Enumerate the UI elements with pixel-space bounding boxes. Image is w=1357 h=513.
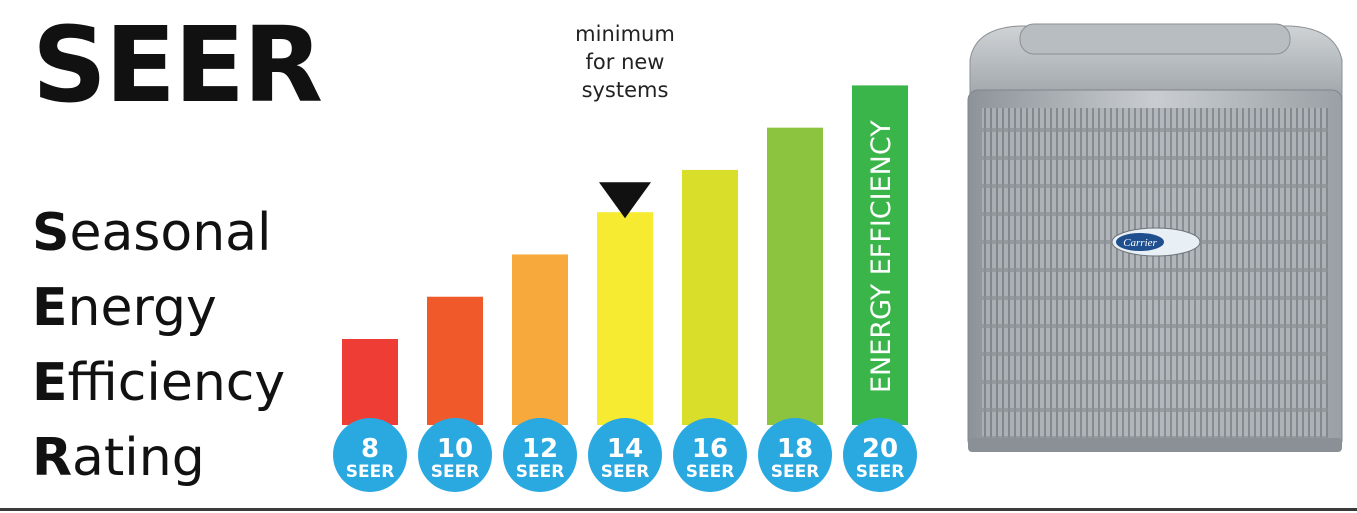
seer-badge-value: 12 [522, 434, 558, 464]
seer-badge-16 [673, 418, 747, 492]
seer-acronym: Seasonal Energy Efficiency Rating [32, 196, 285, 496]
seer-badge-20 [843, 418, 917, 492]
bar-20-seer [852, 85, 908, 426]
seer-badge-8 [333, 418, 407, 492]
seer-badge-value: 14 [607, 434, 643, 464]
acronym-row-rating: Rating [32, 421, 285, 496]
energy-efficiency-label: ENERGY EFFICIENCY [866, 120, 897, 393]
seer-badge-unit: SEER [431, 462, 480, 482]
bottom-rule [0, 508, 1357, 511]
seer-badge-18 [758, 418, 832, 492]
bar-12-seer [512, 254, 568, 425]
seer-badge-unit: SEER [856, 462, 905, 482]
air-conditioner-unit-image: Carrier [967, 23, 1343, 452]
minimum-marker-arrow-icon [599, 182, 651, 219]
seer-badge-value: 20 [862, 434, 898, 464]
seer-badge-10 [418, 418, 492, 492]
seer-badge-unit: SEER [346, 462, 395, 482]
seer-badge-unit: SEER [686, 462, 735, 482]
bar-8-seer [342, 339, 398, 425]
seer-badge-14 [588, 418, 662, 492]
minimum-annotation-line: for new [586, 50, 665, 74]
acronym-initial: S [32, 203, 70, 263]
bar-18-seer [767, 127, 823, 425]
acronym-initial: E [32, 278, 68, 338]
acronym-row-energy: Energy [32, 271, 285, 346]
page-title: SEER [32, 4, 323, 126]
acronym-rest: ating [72, 428, 205, 488]
acronym-rest: nergy [67, 278, 217, 338]
bar-14-seer [597, 212, 653, 425]
seer-badge-value: 10 [437, 434, 473, 464]
bar-16-seer [682, 169, 738, 425]
bar-10-seer [427, 296, 483, 425]
seer-badge-unit: SEER [516, 462, 565, 482]
acronym-rest: easonal [69, 203, 272, 263]
seer-badge-value: 18 [777, 434, 813, 464]
ac-fan-top [1019, 23, 1291, 55]
acronym-rest: fficiency [67, 353, 286, 413]
brand-badge-text: Carrier [1123, 237, 1157, 249]
minimum-annotation-line: minimum [575, 22, 675, 46]
seer-badge-unit: SEER [771, 462, 820, 482]
seer-badge-value: 8 [361, 434, 379, 464]
seer-badge-12 [503, 418, 577, 492]
minimum-annotation-line: systems [582, 78, 669, 102]
acronym-row-seasonal: Seasonal [32, 196, 285, 271]
seer-badge-unit: SEER [601, 462, 650, 482]
seer-badge-value: 16 [692, 434, 728, 464]
acronym-initial: E [32, 353, 68, 413]
acronym-initial: R [32, 428, 73, 488]
acronym-row-efficiency: Efficiency [32, 346, 285, 421]
